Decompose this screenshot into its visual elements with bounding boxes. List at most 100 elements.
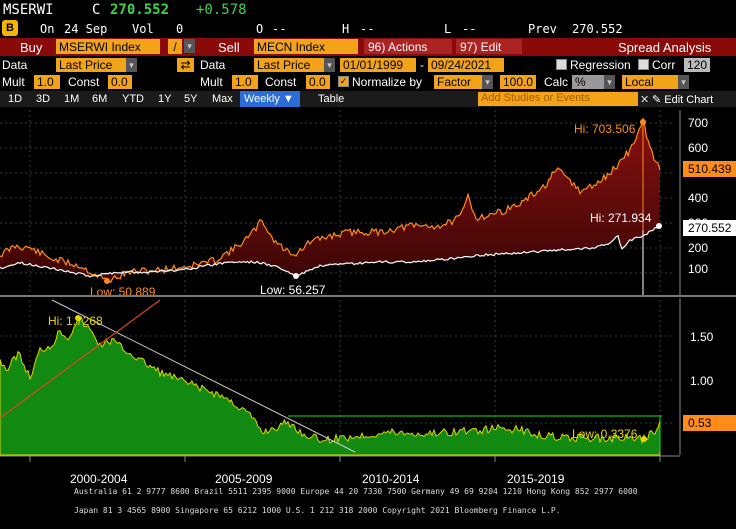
low-label-2: Low: 56.257 xyxy=(260,283,326,297)
x-label-2005-2009: 2005-2009 xyxy=(215,472,273,486)
high-label: H xyxy=(342,22,350,36)
mult-row: Mult 1.0 Const 0.0 Mult 1.0 Const 0.0 ✓ … xyxy=(0,74,736,90)
security2-field[interactable]: MECN Index xyxy=(254,39,358,54)
period-1m[interactable]: 1M xyxy=(64,93,80,105)
low-value: -- xyxy=(462,22,477,36)
x-label-2000-2004: 2000-2004 xyxy=(70,472,128,486)
footer-contacts-2: Japan 81 3 4565 8900 Singapore 65 6212 1… xyxy=(74,506,561,515)
security1-field[interactable]: MSERWI Index xyxy=(56,39,160,54)
corr-label: Corr xyxy=(652,58,676,72)
period-max[interactable]: Max xyxy=(212,93,233,105)
weekly-label: Weekly xyxy=(244,93,280,105)
ratio-hi-marker xyxy=(75,315,81,321)
operator-dropdown-icon[interactable]: ▾ xyxy=(184,39,195,53)
trend-line-white xyxy=(51,299,356,453)
swap-icon[interactable]: ⇄ xyxy=(177,58,194,72)
trend-line-red xyxy=(0,299,161,419)
y-tick-100: 100 xyxy=(688,262,708,276)
data-dropdown-icon-2[interactable]: ▾ xyxy=(324,58,335,72)
pencil-icon: ✎ xyxy=(652,94,662,106)
normalize-checkbox[interactable]: ✓ xyxy=(338,76,349,87)
data-row: Data Last Price ▾ ⇄ Data Last Price ▾ 01… xyxy=(0,57,736,73)
calc-label: Calc xyxy=(544,75,569,89)
normalize-label: Normalize by xyxy=(352,75,423,89)
hi-marker-2 xyxy=(656,223,662,229)
factor-dropdown-icon[interactable]: ▾ xyxy=(482,75,493,89)
period-1d[interactable]: 1D xyxy=(8,93,23,105)
corr-field[interactable]: 120 xyxy=(684,58,710,72)
spread-chart[interactable]: Hi: 703.506 Low: 50.889 Hi: 271.934 Low:… xyxy=(0,107,736,487)
vol-value: 0 xyxy=(176,22,184,36)
const-field-2[interactable]: 0.0 xyxy=(306,75,330,89)
edit-chart-button[interactable]: ✎ Edit Chart xyxy=(652,93,713,106)
local-field[interactable]: Local xyxy=(622,75,678,89)
period-1y[interactable]: 1Y xyxy=(158,93,172,105)
y-tick-700: 700 xyxy=(688,116,708,130)
calc-field[interactable]: % xyxy=(572,75,604,89)
edit-chart-label: Edit Chart xyxy=(664,94,714,106)
y-tick-600: 600 xyxy=(688,141,708,155)
period-5y[interactable]: 5Y xyxy=(184,93,198,105)
mecn-value-tag-text: 510.439 xyxy=(688,162,732,176)
high-value: -- xyxy=(360,22,375,36)
x-label-2015-2019: 2015-2019 xyxy=(507,472,565,486)
regression-checkbox[interactable] xyxy=(556,59,567,70)
const-field-1[interactable]: 0.0 xyxy=(108,75,132,89)
quote-date: 24 Sep xyxy=(64,22,108,36)
regression-label: Regression xyxy=(570,58,631,72)
y-tick-200: 200 xyxy=(688,241,708,255)
spread-fill-area xyxy=(0,119,660,283)
data-label-1: Data xyxy=(2,58,28,72)
period-6m[interactable]: 6M xyxy=(92,93,108,105)
ticker: MSERWI xyxy=(3,2,54,18)
low-marker-2 xyxy=(293,273,299,279)
actions-menu[interactable]: 96) Actions xyxy=(364,39,452,54)
edit-menu[interactable]: 97) Edit xyxy=(456,39,522,54)
hi-label-2: Hi: 271.934 xyxy=(590,211,652,225)
bloomberg-icon[interactable]: B xyxy=(2,20,18,36)
studies-input[interactable]: Add Studies or Events xyxy=(478,92,638,106)
end-date-field[interactable]: 09/24/2021 xyxy=(428,58,504,72)
low-label: L xyxy=(444,22,452,36)
weekly-dropdown[interactable]: Weekly ▼ xyxy=(240,91,300,107)
const-label-1: Const xyxy=(68,75,100,89)
ratio-value-tag xyxy=(683,415,736,431)
y-tick-400: 400 xyxy=(688,191,708,205)
mult-label-2: Mult xyxy=(200,75,223,89)
quote-details: On 24 Sep Vol 0 O -- H -- L -- Prev 270.… xyxy=(0,20,736,38)
spread-toolbar: Buy MSERWI Index / ▾ Sell MECN Index 96)… xyxy=(0,38,736,56)
data-dropdown-icon-1[interactable]: ▾ xyxy=(126,58,137,72)
y-tick-150: 1.50 xyxy=(690,330,714,344)
local-dropdown-icon[interactable]: ▾ xyxy=(678,75,689,89)
data-label-2: Data xyxy=(200,58,226,72)
ratio-low-label: Low: 0.3376 xyxy=(572,427,638,441)
ratio-value-tag-text: 0.53 xyxy=(688,416,712,430)
period-ytd[interactable]: YTD xyxy=(122,93,144,105)
buy-button[interactable]: Buy xyxy=(20,39,43,55)
spread-operator[interactable]: / xyxy=(168,39,182,54)
x-axis-ticks xyxy=(29,456,661,462)
mult-field-2[interactable]: 1.0 xyxy=(232,75,258,89)
table-button[interactable]: Table xyxy=(318,93,345,105)
factor-field[interactable]: Factor xyxy=(434,75,482,89)
const-label-2: Const xyxy=(265,75,297,89)
vol-label: Vol xyxy=(132,22,154,36)
corr-checkbox[interactable] xyxy=(638,59,649,70)
prev-label: Prev xyxy=(528,22,557,36)
on-label: On xyxy=(40,22,55,36)
sell-button[interactable]: Sell xyxy=(218,39,240,55)
mult-field-1[interactable]: 1.0 xyxy=(34,75,60,89)
start-date-field[interactable]: 01/01/1999 xyxy=(340,58,416,72)
c-label: C xyxy=(92,2,101,18)
low-marker-1 xyxy=(104,278,110,284)
data-field-2[interactable]: Last Price xyxy=(254,58,324,72)
ratio-hi-label: Hi: 1.7268 xyxy=(48,314,103,328)
ratio-area xyxy=(0,316,661,456)
calc-dropdown-icon[interactable]: ▾ xyxy=(604,75,615,89)
price-change: +0.578 xyxy=(196,2,247,18)
factor-value-field[interactable]: 100.0 xyxy=(500,75,536,89)
data-field-1[interactable]: Last Price xyxy=(56,58,126,72)
close-studies-icon[interactable]: ✕ xyxy=(640,94,650,106)
hi-label-1: Hi: 703.506 xyxy=(574,122,636,136)
period-3d[interactable]: 3D xyxy=(36,93,51,105)
